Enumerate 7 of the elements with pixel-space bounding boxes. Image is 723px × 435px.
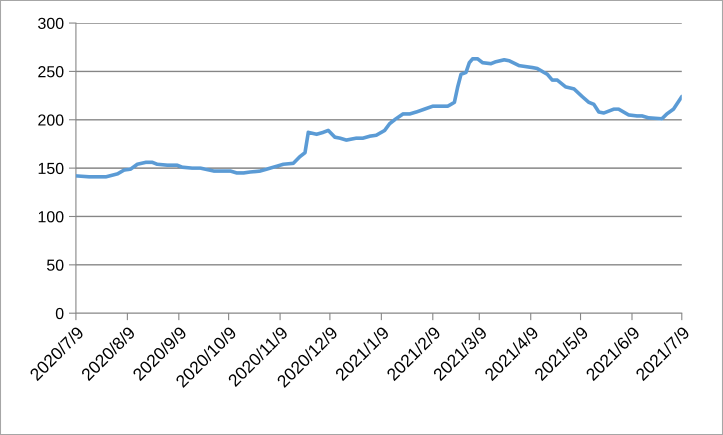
y-tick-label: 100 xyxy=(38,211,64,222)
y-tick-label: 50 xyxy=(46,259,64,271)
y-tick-label: 300 xyxy=(38,18,64,29)
y-tick-label: 0 xyxy=(56,308,64,320)
y-tick-label: 250 xyxy=(38,66,64,78)
y-tick-label: 150 xyxy=(38,162,64,174)
y-tick-label: 200 xyxy=(38,114,64,126)
